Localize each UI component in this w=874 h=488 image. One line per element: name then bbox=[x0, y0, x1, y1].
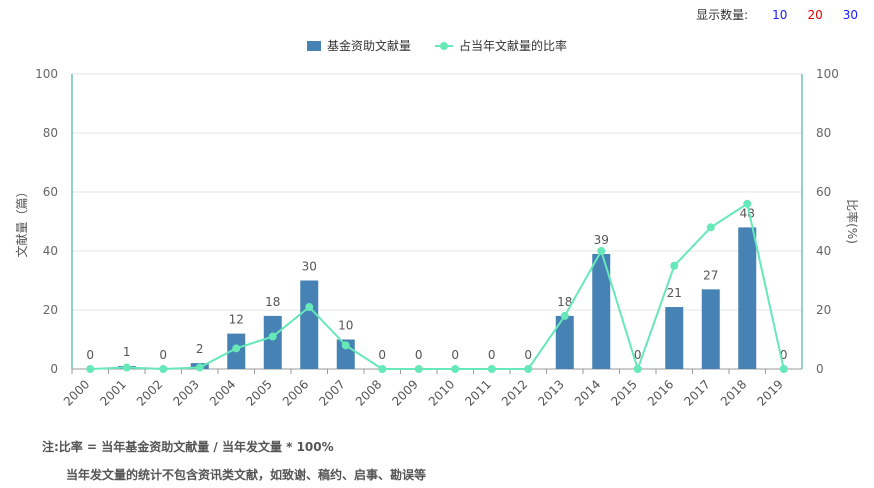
ratio-point bbox=[86, 365, 95, 373]
legend-line-swatch bbox=[435, 41, 453, 51]
legend-bar-label: 基金资助文献量 bbox=[326, 39, 411, 53]
ratio-point bbox=[195, 363, 204, 372]
bar-value-label: 48 bbox=[740, 206, 755, 220]
ratio-point bbox=[743, 199, 752, 208]
ratio-line bbox=[90, 202, 785, 373]
y2-tick-label: 60 bbox=[816, 185, 831, 199]
bar bbox=[300, 280, 319, 369]
bar-value-label: 0 bbox=[524, 348, 532, 362]
ratio-point bbox=[341, 341, 350, 350]
bar-value-label: 0 bbox=[488, 348, 496, 362]
bar bbox=[555, 315, 574, 369]
ratio-point bbox=[451, 365, 460, 373]
x-tick-label: 2008 bbox=[353, 377, 384, 408]
bar-value-label: 27 bbox=[703, 268, 718, 282]
y2-tick-label: 40 bbox=[816, 244, 831, 258]
x-tick-label: 2006 bbox=[280, 377, 311, 408]
ratio-point bbox=[378, 365, 387, 373]
bar-value-label: 2 bbox=[196, 342, 204, 356]
bar-value-label: 0 bbox=[451, 348, 459, 362]
bar-value-label: 0 bbox=[780, 348, 788, 362]
display-count-selector: 显示数量: 10 20 30 bbox=[696, 6, 864, 23]
bar-value-label: 30 bbox=[302, 260, 317, 274]
x-tick-label: 2009 bbox=[389, 377, 420, 408]
bar bbox=[263, 315, 282, 369]
y2-tick-label: 80 bbox=[816, 126, 831, 140]
x-tick-label: 2019 bbox=[754, 377, 785, 408]
bar-value-label: 12 bbox=[229, 313, 244, 327]
x-tick-label: 2016 bbox=[645, 377, 676, 408]
display-count-label: 显示数量: bbox=[696, 8, 749, 22]
ratio-point bbox=[268, 332, 277, 341]
y2-tick-label: 0 bbox=[816, 362, 824, 376]
ratio-point bbox=[122, 363, 131, 372]
legend-item-bar[interactable]: 基金资助文献量 bbox=[306, 37, 411, 54]
display-count-20[interactable]: 20 bbox=[807, 7, 823, 22]
y2-tick-label: 100 bbox=[816, 67, 839, 81]
bar-value-label: 18 bbox=[265, 295, 280, 309]
ratio-point bbox=[232, 344, 241, 353]
y-tick-label: 20 bbox=[43, 303, 58, 317]
ratio-point bbox=[159, 365, 168, 373]
x-tick-label: 2007 bbox=[316, 377, 347, 408]
bar bbox=[701, 289, 720, 369]
note-line-1: 注:比率 = 当年基金资助文献量 / 当年发文量 * 100% bbox=[42, 440, 334, 454]
x-tick-label: 2005 bbox=[243, 377, 274, 408]
legend-line-label: 占当年文献量的比率 bbox=[459, 39, 568, 53]
ratio-point bbox=[560, 311, 569, 320]
display-count-30[interactable]: 30 bbox=[842, 7, 858, 22]
x-tick-label: 2003 bbox=[170, 377, 201, 408]
bar-value-label: 0 bbox=[415, 348, 423, 362]
bar-value-label: 18 bbox=[557, 295, 572, 309]
x-tick-label: 2011 bbox=[462, 377, 493, 408]
y-tick-label: 0 bbox=[50, 362, 58, 376]
y-tick-label: 100 bbox=[35, 67, 58, 81]
bar-value-label: 0 bbox=[86, 348, 94, 362]
x-tick-label: 2015 bbox=[608, 377, 639, 408]
ratio-point bbox=[706, 223, 715, 232]
bar-value-label: 21 bbox=[667, 286, 682, 300]
ratio-point bbox=[597, 247, 606, 255]
bar-value-label: 1 bbox=[123, 345, 131, 359]
bar bbox=[738, 227, 757, 369]
ratio-point bbox=[487, 365, 496, 373]
x-tick-label: 2017 bbox=[681, 377, 712, 408]
y-axis-title: 文献量（篇） bbox=[14, 185, 29, 257]
x-tick-label: 2001 bbox=[97, 377, 128, 408]
ratio-point bbox=[670, 261, 679, 270]
note-line-2: 当年发文量的统计不包含资讯类文献，如致谢、稿约、启事、勘误等 bbox=[66, 468, 427, 482]
bar-value-label: 10 bbox=[338, 319, 353, 333]
x-tick-label: 2018 bbox=[718, 377, 749, 408]
x-tick-label: 2012 bbox=[499, 377, 530, 408]
ratio-point bbox=[305, 303, 314, 312]
y2-axis-title: 比率(%) bbox=[845, 199, 860, 244]
chart-legend: 基金资助文献量 占当年文献量的比率 bbox=[0, 37, 874, 54]
y-tick-label: 40 bbox=[43, 244, 58, 258]
ratio-point bbox=[779, 365, 788, 373]
bar-value-label: 0 bbox=[159, 348, 167, 362]
x-tick-label: 2000 bbox=[61, 377, 92, 408]
bar bbox=[336, 339, 355, 369]
bar-value-label: 0 bbox=[378, 348, 386, 362]
bar bbox=[592, 253, 611, 369]
legend-item-line[interactable]: 占当年文献量的比率 bbox=[435, 37, 567, 54]
y-tick-label: 80 bbox=[43, 126, 58, 140]
bar-value-label: 39 bbox=[594, 233, 609, 247]
ratio-point bbox=[414, 365, 423, 373]
y2-tick-label: 20 bbox=[816, 303, 831, 317]
ratio-point bbox=[633, 365, 642, 373]
legend-bar-swatch bbox=[306, 40, 321, 51]
y-tick-label: 60 bbox=[43, 185, 58, 199]
x-tick-label: 2013 bbox=[535, 377, 566, 408]
x-tick-label: 2010 bbox=[426, 377, 457, 408]
bar-value-label: 0 bbox=[634, 348, 642, 362]
x-tick-label: 2004 bbox=[207, 377, 238, 408]
x-tick-label: 2014 bbox=[572, 377, 603, 408]
display-count-10[interactable]: 10 bbox=[772, 7, 788, 22]
bar bbox=[665, 307, 684, 369]
ratio-point bbox=[524, 365, 533, 373]
x-tick-label: 2002 bbox=[134, 377, 165, 408]
